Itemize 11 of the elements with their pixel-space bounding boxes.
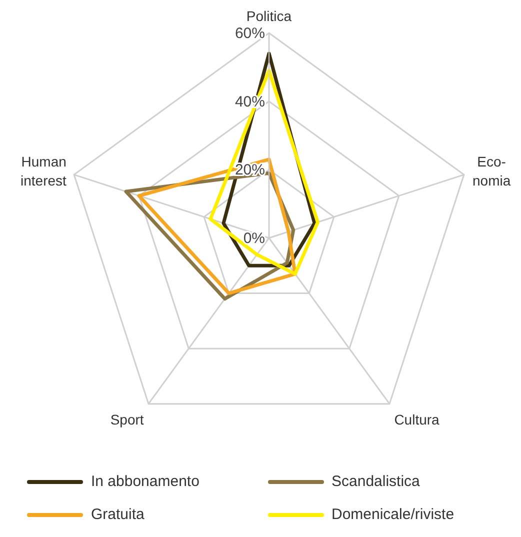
spoke-label: Human interest <box>20 154 67 189</box>
spoke-label: Politica <box>246 8 292 24</box>
spoke-label: Cultura <box>394 411 440 428</box>
legend-label: In abbonamento <box>91 473 200 490</box>
y-tick-label: 0% <box>243 230 265 247</box>
spoke-label: Eco- nomia <box>472 154 511 189</box>
legend-label: Domenicale/riviste <box>332 506 454 523</box>
legend-label: Scandalistica <box>332 473 420 490</box>
legend-label: Gratuita <box>91 506 144 523</box>
y-tick-label: 60% <box>234 25 265 42</box>
spoke-label: Sport <box>110 411 144 428</box>
